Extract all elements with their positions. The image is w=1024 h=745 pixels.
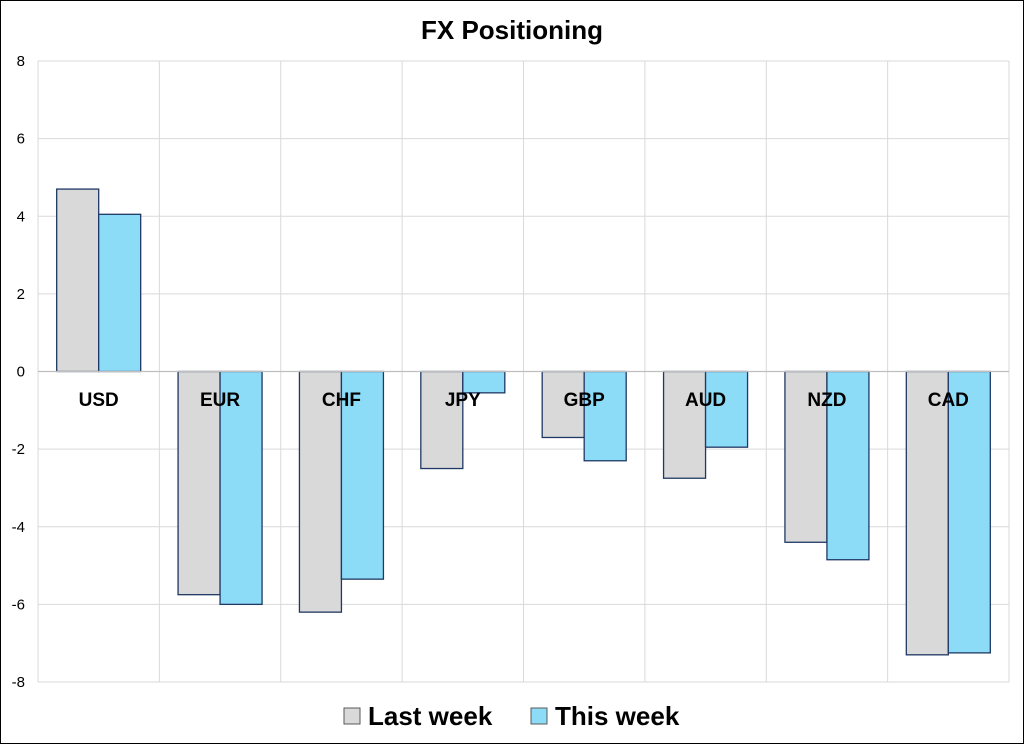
bar-chf-last-week (298, 370, 343, 613)
category-labels: USD EUR CHF JPY GBP AUD NZD CAD (79, 390, 969, 411)
y-tick-label: -8 (12, 674, 25, 691)
y-tick-label: 2 (17, 286, 25, 303)
bar-nzd-this-week (826, 370, 870, 561)
y-axis-ticks: 8 6 4 2 0 -2 -4 -6 -8 (12, 53, 25, 691)
bar-cad-this-week (947, 370, 991, 654)
legend-swatch-this-week[interactable] (530, 707, 548, 725)
category-label-nzd: NZD (807, 390, 846, 411)
y-tick-label: -4 (12, 519, 25, 536)
legend-label-this-week[interactable]: This week (555, 701, 680, 731)
category-label-usd: USD (79, 390, 119, 411)
bar-usd-last-week (56, 188, 100, 373)
category-label-chf: CHF (322, 390, 361, 411)
category-label-gbp: GBP (564, 390, 606, 411)
y-tick-label: -6 (12, 596, 25, 613)
y-tick-label: 8 (17, 53, 25, 70)
category-label-jpy: JPY (445, 390, 481, 411)
y-tick-label: -2 (12, 441, 25, 458)
bar-jpy-last-week (420, 370, 464, 470)
legend[interactable]: Last week This week (343, 701, 680, 731)
category-label-eur: EUR (200, 390, 240, 411)
bar-aud-last-week (662, 370, 707, 479)
bar-eur-last-week (177, 370, 221, 596)
y-tick-label: 0 (17, 364, 25, 381)
category-label-aud: AUD (685, 390, 726, 411)
bar-usd-this-week (98, 213, 142, 373)
bar-eur-this-week (219, 370, 263, 606)
y-tick-label: 4 (17, 208, 25, 225)
bar-aud-this-week (704, 370, 749, 448)
bar-cad-last-week (905, 370, 949, 656)
y-tick-label: 6 (17, 131, 25, 148)
bar-gbp-this-week (583, 370, 627, 462)
bars (56, 188, 991, 656)
legend-swatch-last-week[interactable] (343, 707, 361, 725)
category-label-cad: CAD (928, 390, 969, 411)
chart-title: FX Positioning (421, 15, 603, 45)
legend-label-last-week[interactable]: Last week (368, 701, 493, 731)
